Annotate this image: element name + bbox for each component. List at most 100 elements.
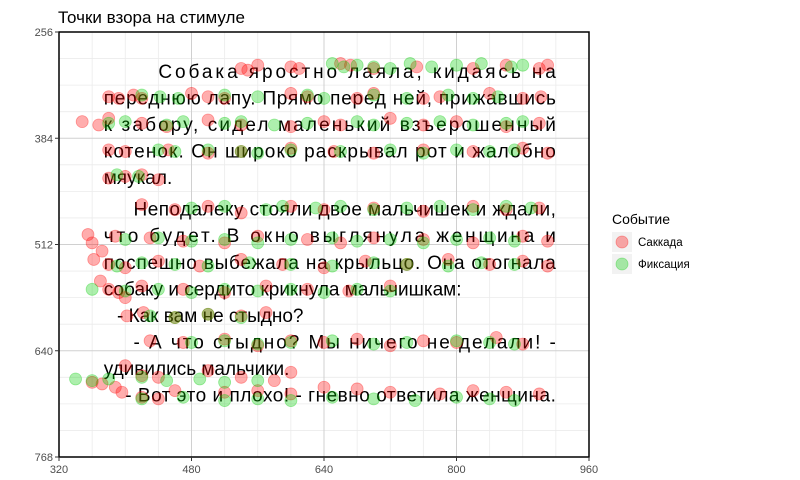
fixation-point [450, 390, 463, 404]
fixation-point [201, 307, 215, 321]
fixation-point [400, 201, 414, 215]
fixation-point [400, 336, 414, 349]
fixation-point [483, 392, 497, 406]
saccade-point [516, 229, 530, 243]
saccade-point [201, 113, 215, 127]
saccade-point [118, 359, 132, 373]
fixation-point [193, 372, 207, 386]
saccade-point [176, 336, 190, 349]
x-tick-label: 480 [182, 464, 200, 476]
fixation-point [69, 372, 82, 386]
saccade-point [201, 307, 215, 321]
fixation-point [284, 336, 298, 349]
saccade-point [135, 168, 149, 182]
saccade-point [94, 274, 107, 288]
fixation-point [160, 118, 174, 132]
saccade-point [102, 111, 116, 125]
x-tick-label: 960 [580, 464, 598, 476]
fixation-point [441, 259, 455, 273]
saccade-point [151, 254, 165, 268]
fixation-point [143, 309, 157, 323]
fixation-point [416, 146, 430, 160]
saccade-point [176, 282, 190, 296]
saccade-point [193, 259, 207, 273]
saccade-point [108, 229, 122, 243]
saccade-point [87, 253, 101, 266]
saccade-point [541, 234, 554, 248]
saccade-point [218, 332, 232, 346]
saccade-point [367, 87, 381, 100]
saccade-point [532, 62, 546, 75]
fixation-point [325, 334, 339, 348]
saccade-point [102, 171, 116, 185]
saccade-point [234, 118, 248, 132]
saccade-point [383, 339, 397, 353]
fixation-point [218, 282, 232, 296]
saccade-point [541, 259, 554, 273]
fixation-point [400, 258, 414, 271]
fixation-point [301, 116, 314, 130]
fixation-point [135, 370, 149, 384]
saccade-point [251, 384, 265, 397]
fixation-point [85, 282, 99, 296]
legend-key-background [612, 232, 632, 252]
saccade-point [466, 384, 480, 397]
fixation-point [383, 143, 397, 157]
saccade-point [383, 279, 397, 293]
legend-fixation-label: Фиксация [638, 259, 690, 271]
saccade-point [201, 364, 215, 378]
saccade-point [102, 282, 116, 296]
fixation-point [508, 258, 521, 271]
fixation-point [218, 375, 232, 389]
saccade-point [342, 284, 356, 298]
saccade-point [489, 331, 503, 344]
fixation-point [251, 392, 265, 406]
stimulus-line: удивились мальчики. [104, 359, 290, 380]
saccade-point [499, 58, 513, 72]
fixation-point [483, 145, 497, 158]
fixation-point [176, 390, 190, 404]
saccade-point [143, 231, 157, 245]
fixation-point [416, 236, 430, 250]
fixation-point [508, 143, 521, 157]
fixation-point [218, 394, 232, 407]
saccade-point [151, 173, 165, 187]
fixation-point [516, 115, 530, 129]
fixation-point [118, 284, 132, 298]
y-axis: 256 384 512 640 768 [35, 27, 59, 464]
saccade-point [317, 380, 331, 394]
stimulus-line: - Как вам не стыдно? [117, 306, 304, 327]
saccade-point [327, 145, 341, 158]
legend-fixation-key [615, 257, 629, 271]
fixation-point [185, 286, 198, 300]
fixation-point [367, 337, 381, 351]
saccade-point [218, 286, 232, 300]
fixation-point [118, 115, 132, 129]
fixation-point [325, 231, 339, 245]
saccade-point [317, 115, 331, 129]
fixation-point [466, 203, 480, 217]
fixation-point [251, 337, 265, 351]
fixation-point [234, 311, 248, 324]
saccade-point [81, 228, 95, 241]
saccade-point [450, 115, 463, 129]
x-tick-label: 640 [315, 464, 333, 476]
fixation-point [450, 58, 463, 72]
saccade-point [259, 279, 273, 293]
fixation-point [317, 92, 331, 105]
stimulus-line: - Вот это и плохо! - гневно ответила жен… [125, 386, 556, 407]
fixation-point [403, 57, 417, 70]
saccade-point [334, 118, 347, 132]
fixation-point [185, 336, 198, 349]
saccade-point [201, 90, 215, 104]
saccade-point [201, 146, 215, 160]
saccade-point [143, 334, 157, 348]
fixation-point [350, 234, 364, 248]
fixation-point [474, 57, 488, 70]
fixation-point [450, 143, 463, 157]
saccade-point [259, 306, 273, 319]
saccade-point [284, 60, 298, 74]
fixation-point [301, 88, 314, 102]
fixation-point [218, 116, 232, 130]
saccade-point [301, 233, 314, 246]
